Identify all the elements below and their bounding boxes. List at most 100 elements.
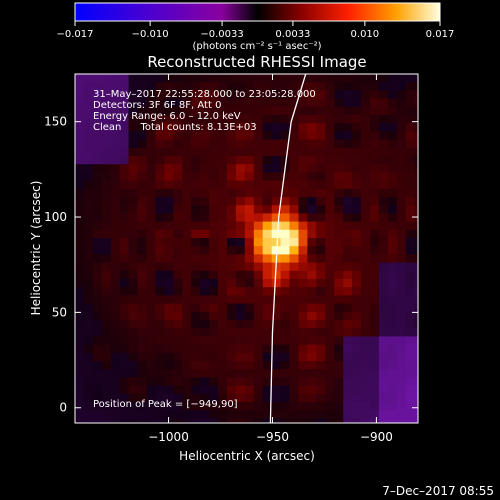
heatmap-cell [164,328,174,337]
heatmap-cell [191,106,201,116]
heatmap-cell [325,139,335,149]
heatmap-cell [227,238,237,247]
heatmap-cell [343,82,353,91]
heatmap-cell [378,336,389,346]
heatmap-cell [262,147,273,157]
heatmap-cell [155,123,165,132]
heatmap-cell [271,106,282,116]
heatmap-image [75,74,418,423]
heatmap-cell [262,410,273,419]
heatmap-cell [253,115,264,124]
heatmap-cell [75,393,85,403]
heatmap-cell [325,336,335,346]
heatmap-cell [334,172,344,182]
heatmap-cell [164,172,174,182]
heatmap-cell [146,139,156,149]
heatmap-cell [155,270,165,280]
heatmap-cell [414,147,418,157]
heatmap-cell [244,369,255,378]
heatmap-cell [244,295,255,305]
heatmap-cell [307,139,317,149]
heatmap-cell [405,279,416,288]
heatmap-cell [387,393,398,403]
heatmap-cell [119,361,130,370]
heatmap-cell [137,229,148,239]
heatmap-cell [119,352,130,362]
heatmap-cell [405,270,416,280]
heatmap-cell [361,344,371,354]
heatmap-cell [361,147,371,157]
heatmap-cell [325,197,335,206]
heatmap-cell [262,131,273,141]
heatmap-cell [280,188,291,198]
heatmap-cell [325,156,335,165]
heatmap-cell [414,197,418,206]
heatmap-cell [101,139,112,149]
heatmap-cell [191,320,201,329]
heatmap-cell [209,369,219,378]
heatmap-cell [209,352,219,362]
heatmap-cell [396,369,407,378]
heatmap-cell [137,164,148,173]
heatmap-cell [209,147,219,157]
heatmap-cell [75,238,85,247]
heatmap-cell [137,377,148,387]
heatmap-cell [83,303,94,313]
heatmap-cell [244,262,255,272]
heatmap-cell [280,123,291,132]
heatmap-cell [316,352,326,362]
heatmap-cell [164,287,174,296]
heatmap-cell [173,385,183,395]
heatmap-cell [110,238,121,247]
heatmap-cell [75,82,85,91]
heatmap-cell [244,180,255,190]
heatmap-cell [343,295,353,305]
heatmap-cell [414,402,418,411]
heatmap-cell [405,115,416,124]
heatmap-cell [137,221,148,231]
heatmap-cell [262,246,273,255]
heatmap-cell [396,221,407,231]
heatmap-cell [298,410,308,419]
heatmap-cell [334,402,344,411]
heatmap-cell [325,147,335,157]
heatmap-cell [119,131,130,141]
heatmap-cell [253,279,264,288]
heatmap-cell [155,352,165,362]
heatmap-cell [235,410,246,419]
heatmap-cell [307,369,317,378]
heatmap-cell [146,418,156,423]
heatmap-cell [307,254,317,264]
heatmap-cell [209,320,219,329]
heatmap-cell [316,328,326,337]
heatmap-cell [83,106,94,116]
heatmap-cell [200,238,210,247]
heatmap-cell [405,418,416,423]
heatmap-cell [101,377,112,387]
heatmap-cell [200,205,210,214]
heatmap-cell [387,164,398,173]
heatmap-cell [92,229,103,239]
heatmap-cell [235,385,246,395]
colorbar: −0.017 −0.010 −0.0033 0.0033 0.010 0.017 (pho… [56,2,454,52]
heatmap-cell [316,221,326,231]
heatmap-cell [146,344,156,354]
heatmap-cell [164,246,174,255]
heatmap-cell [110,377,121,387]
heatmap-cell [110,131,121,141]
heatmap-cell [352,82,362,91]
heatmap-cell [200,303,210,313]
heatmap-cell [271,205,282,214]
heatmap-cell [164,229,174,239]
heatmap-cell [119,279,130,288]
heatmap-cell [271,147,282,157]
heatmap-cell [396,164,407,173]
heatmap-cell [387,352,398,362]
heatmap-cell [280,377,291,387]
heatmap-cell [244,229,255,239]
heatmap-cell [361,270,371,280]
heatmap-cell [253,213,264,223]
heatmap-cell [414,393,418,403]
heatmap-cell [227,393,237,403]
heatmap-cell [316,205,326,214]
